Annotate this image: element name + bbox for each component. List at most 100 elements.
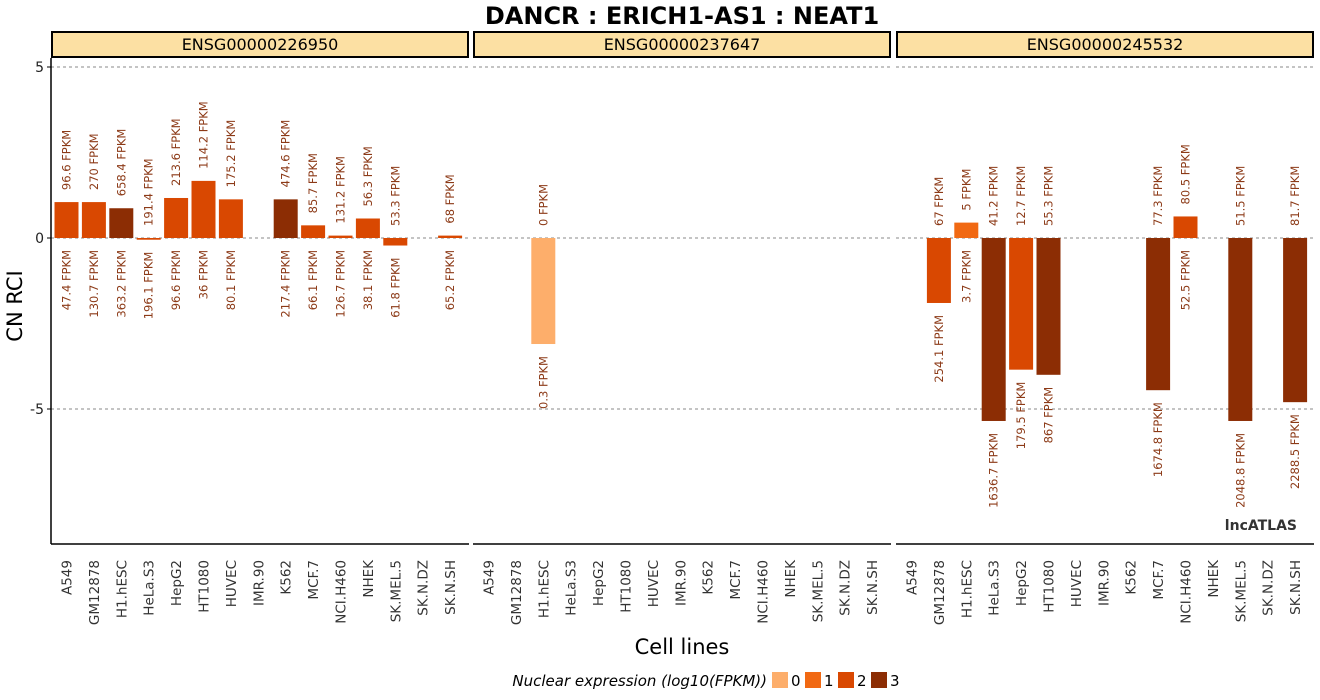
- bar-sk-mel-5: [1228, 238, 1253, 421]
- cytoplasmic-fpkm-label: 867 FPKM: [1042, 387, 1056, 444]
- facet-strip: [51, 31, 469, 58]
- legend-title: Nuclear expression (log10(FPKM)): [512, 672, 767, 690]
- bar-hepg2: [1009, 238, 1034, 370]
- bar-h1-hesc: [531, 238, 556, 345]
- bar-sk-mel-5: [383, 238, 408, 246]
- nuclear-fpkm-label: 53.3 FPKM: [388, 166, 402, 226]
- x-tick-label: HUVEC: [646, 560, 662, 607]
- panel-ensg00000226950: ENSG00000226950 -5 0 5 A549 96.6 FPKM 47.4 FPK…: [30, 31, 469, 625]
- x-tick-label: HepG2: [591, 560, 607, 606]
- cytoplasmic-fpkm-label: 2048.8 FPKM: [1233, 433, 1247, 508]
- x-tick-label: SK.N.DZ: [416, 560, 432, 616]
- nuclear-fpkm-label: 80.5 FPKM: [1179, 144, 1193, 204]
- x-tick-label: NHEK: [783, 559, 799, 598]
- cytoplasmic-fpkm-label: 61.8 FPKM: [388, 258, 402, 318]
- x-tick-label: SK.N.DZ: [838, 560, 854, 616]
- nuclear-fpkm-label: 56.3 FPKM: [361, 146, 375, 206]
- x-tick-label: HepG2: [1014, 560, 1030, 606]
- cytoplasmic-fpkm-label: 254.1 FPKM: [932, 315, 946, 383]
- cytoplasmic-fpkm-label: 363.2 FPKM: [114, 250, 128, 318]
- chart-title: DANCR : ERICH1-AS1 : NEAT1: [485, 2, 879, 30]
- panel-ensg00000237647: ENSG00000237647 A549 GM12878 H1.hESC 0 FPKM 0…: [473, 31, 891, 625]
- legend-keys: 0 1 2 3: [772, 672, 900, 690]
- x-tick-label: H1.hESC: [114, 560, 130, 618]
- x-tick-label: K562: [279, 560, 295, 595]
- x-tick-label: GM12878: [87, 560, 103, 625]
- y-tick-label: -5: [30, 402, 44, 418]
- x-tick-label: NCI.H460: [1179, 560, 1195, 624]
- x-tick-label: A549: [482, 560, 498, 595]
- bar-hela-s3: [981, 238, 1006, 421]
- x-tick-label: SK.N.SH: [443, 560, 459, 615]
- x-tick-label: A549: [60, 560, 76, 595]
- nuclear-fpkm-label: 68 FPKM: [443, 174, 457, 223]
- x-tick-label: GM12878: [932, 560, 948, 625]
- bar-ht1080: [1036, 238, 1061, 375]
- cytoplasmic-fpkm-label: 1636.7 FPKM: [987, 433, 1001, 508]
- legend-key-label: 2: [857, 672, 867, 690]
- bar-gm12878: [81, 202, 106, 238]
- bar-huvec: [218, 199, 243, 238]
- x-tick-label: IMR.90: [1096, 560, 1112, 606]
- nuclear-fpkm-label: 175.2 FPKM: [224, 120, 238, 188]
- cytoplasmic-fpkm-label: 196.1 FPKM: [142, 252, 156, 320]
- x-tick-label: SK.N.SH: [865, 560, 881, 615]
- facet-strip-label: ENSG00000226950: [182, 35, 339, 54]
- x-tick-label: MCF.7: [728, 560, 744, 600]
- x-tick-label: HepG2: [169, 560, 185, 606]
- watermark-lncatlas: lncATLAS: [1225, 518, 1297, 534]
- cytoplasmic-fpkm-label: 66.1 FPKM: [306, 250, 320, 310]
- cytoplasmic-fpkm-label: 96.6 FPKM: [169, 250, 183, 310]
- bar-hepg2: [164, 197, 189, 238]
- facet-strip: [896, 31, 1314, 58]
- x-tick-label: SK.N.SH: [1288, 560, 1304, 615]
- cytoplasmic-fpkm-label: 179.5 FPKM: [1014, 382, 1028, 450]
- x-axis-title: Cell lines: [635, 635, 730, 659]
- cytoplasmic-fpkm-label: 65.2 FPKM: [443, 250, 457, 310]
- nuclear-fpkm-label: 5 FPKM: [959, 169, 973, 211]
- y-tick-label: 0: [35, 231, 44, 247]
- x-tick-label: NHEK: [361, 559, 377, 598]
- cytoplasmic-fpkm-label: 0.3 FPKM: [536, 356, 550, 409]
- x-tick-label: SK.MEL.5: [1233, 560, 1249, 622]
- x-tick-label: HT1080: [197, 560, 213, 613]
- bar-sk-n-sh: [1283, 238, 1308, 403]
- nuclear-fpkm-label: 131.2 FPKM: [334, 156, 348, 224]
- x-tick-label: IMR.90: [251, 560, 267, 606]
- x-tick-label: K562: [701, 560, 717, 595]
- cytoplasmic-fpkm-label: 126.7 FPKM: [334, 250, 348, 318]
- bar-ht1080: [191, 180, 216, 238]
- facet-strip-label: ENSG00000245532: [1027, 35, 1184, 54]
- x-tick-label: H1.hESC: [959, 560, 975, 618]
- nuclear-fpkm-label: 55.3 FPKM: [1042, 166, 1056, 226]
- cytoplasmic-fpkm-label: 80.1 FPKM: [224, 250, 238, 310]
- x-tick-label: HeLa.S3: [142, 560, 158, 616]
- cytoplasmic-fpkm-label: 52.5 FPKM: [1179, 250, 1193, 310]
- legend-key-label: 3: [890, 672, 900, 690]
- cytoplasmic-fpkm-label: 1674.8 FPKM: [1151, 402, 1165, 477]
- cytoplasmic-fpkm-label: 2288.5 FPKM: [1288, 414, 1302, 489]
- nuclear-fpkm-label: 41.2 FPKM: [987, 166, 1001, 226]
- x-tick-label: NCI.H460: [334, 560, 350, 624]
- cytoplasmic-fpkm-label: 36 FPKM: [197, 250, 211, 299]
- nuclear-fpkm-label: 474.6 FPKM: [279, 120, 293, 188]
- legend-key-2: [838, 672, 854, 688]
- y-tick-label: 5: [35, 60, 44, 76]
- x-tick-label: GM12878: [509, 560, 525, 625]
- nuclear-fpkm-label: 114.2 FPKM: [197, 101, 211, 169]
- cytoplasmic-fpkm-label: 3.7 FPKM: [959, 250, 973, 303]
- legend-key-1: [805, 672, 821, 688]
- bar-nhek: [355, 218, 380, 238]
- x-tick-label: A549: [905, 560, 921, 595]
- bar-h1-hesc: [954, 222, 979, 238]
- cytoplasmic-fpkm-label: 217.4 FPKM: [279, 250, 293, 318]
- bar-h1-hesc: [109, 208, 134, 238]
- x-tick-label: NHEK: [1206, 559, 1222, 598]
- bar-hela-s3: [136, 238, 161, 240]
- nuclear-fpkm-label: 270 FPKM: [87, 133, 101, 190]
- bar-gm12878: [926, 238, 951, 303]
- legend-key-label: 0: [791, 672, 801, 690]
- x-tick-label: MCF.7: [1151, 560, 1167, 600]
- bar-k562: [273, 199, 298, 238]
